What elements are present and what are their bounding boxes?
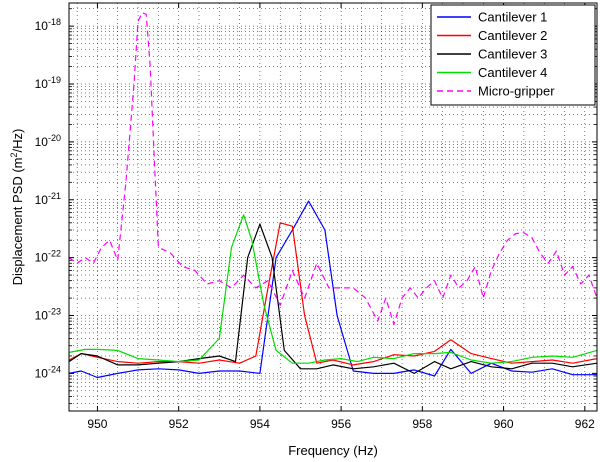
legend-label: Micro-gripper (478, 84, 555, 99)
y-axis-label-main: Displacement PSD (m (10, 157, 25, 285)
x-tick-label: 958 (412, 417, 432, 431)
series-line-cantilever-1 (69, 200, 597, 379)
y-tick-label: 10-20 (35, 133, 61, 149)
y-tick-label: 10-22 (35, 249, 61, 265)
y-axis-label-tail: /Hz) (10, 129, 25, 153)
x-tick-label: 956 (331, 417, 351, 431)
legend-label: Cantilever 1 (478, 10, 547, 25)
series-line-cantilever-2 (69, 222, 597, 366)
y-tick-label: 10-23 (35, 307, 61, 323)
y-tick-label: 10-24 (35, 364, 61, 380)
plot-frame (68, 2, 598, 412)
x-tick-label: 952 (169, 417, 189, 431)
legend-box (430, 4, 596, 106)
x-tick-label: 950 (87, 417, 107, 431)
legend: Cantilever 1 Cantilever 2 Cantilever 3 Cant… (430, 4, 596, 106)
series-line-cantilever-3 (69, 223, 597, 374)
series-line-micro-gripper (69, 12, 597, 326)
x-axis-label: Frequency (Hz) (288, 443, 378, 458)
y-axis-label-superscript: 2 (9, 152, 19, 157)
y-axis-label: Displacement PSD (m2/Hz) (9, 129, 25, 286)
legend-label: Cantilever 2 (478, 28, 547, 43)
y-tick-label: 10-18 (35, 17, 61, 33)
series-line-cantilever-4 (69, 214, 597, 364)
series-lines (69, 12, 597, 379)
y-tick-label: 10-21 (35, 191, 61, 207)
x-tick-label: 960 (494, 417, 514, 431)
x-tick-label: 954 (250, 417, 270, 431)
x-tick-label: 962 (575, 417, 595, 431)
axis-ticks: 950 952 954 956 958 960 962 10-24 10-23 10-22 10-2… (35, 3, 597, 431)
legend-label: Cantilever 3 (478, 47, 547, 62)
y-tick-label: 10-19 (35, 75, 61, 91)
legend-label: Cantilever 4 (478, 65, 547, 80)
grid-lines (69, 3, 597, 411)
